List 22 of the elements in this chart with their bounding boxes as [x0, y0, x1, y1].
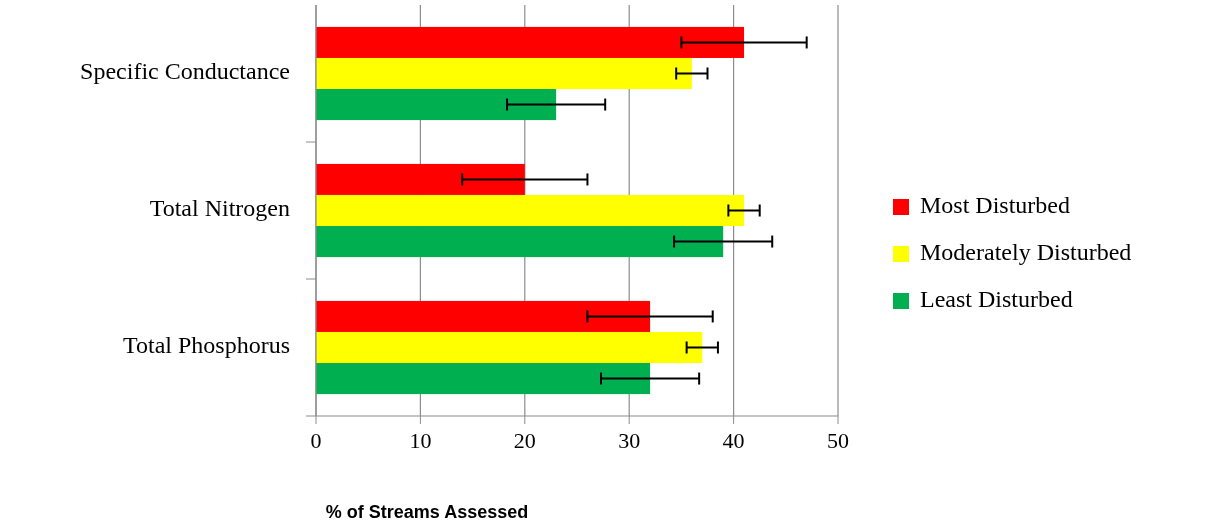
x-tick-label: 20: [513, 428, 536, 453]
y-tick-label: Specific Conductance: [80, 58, 290, 85]
bar: [316, 363, 651, 395]
bar: [316, 300, 651, 332]
x-tick-label: 30: [618, 428, 641, 453]
legend-label: Least Disturbed: [920, 285, 1073, 312]
x-tick-label: 0: [310, 428, 322, 453]
x-tick-label: 40: [722, 428, 745, 453]
bar: [316, 163, 525, 195]
y-tick-label: Total Nitrogen: [149, 195, 290, 222]
bar: [316, 226, 724, 258]
bar: [316, 331, 703, 364]
x-axis-title: % of Streams Assessed: [325, 502, 529, 522]
bar: [316, 26, 745, 58]
y-tick-label: Total Phosphorus: [123, 332, 290, 359]
bar: [316, 89, 557, 121]
bar: [316, 57, 692, 90]
legend-label: Moderately Disturbed: [920, 238, 1132, 265]
x-tick-label: 50: [827, 428, 849, 453]
x-tick-label: 10: [409, 428, 432, 453]
bar: [316, 194, 745, 227]
legend-label: Most Disturbed: [920, 191, 1070, 218]
